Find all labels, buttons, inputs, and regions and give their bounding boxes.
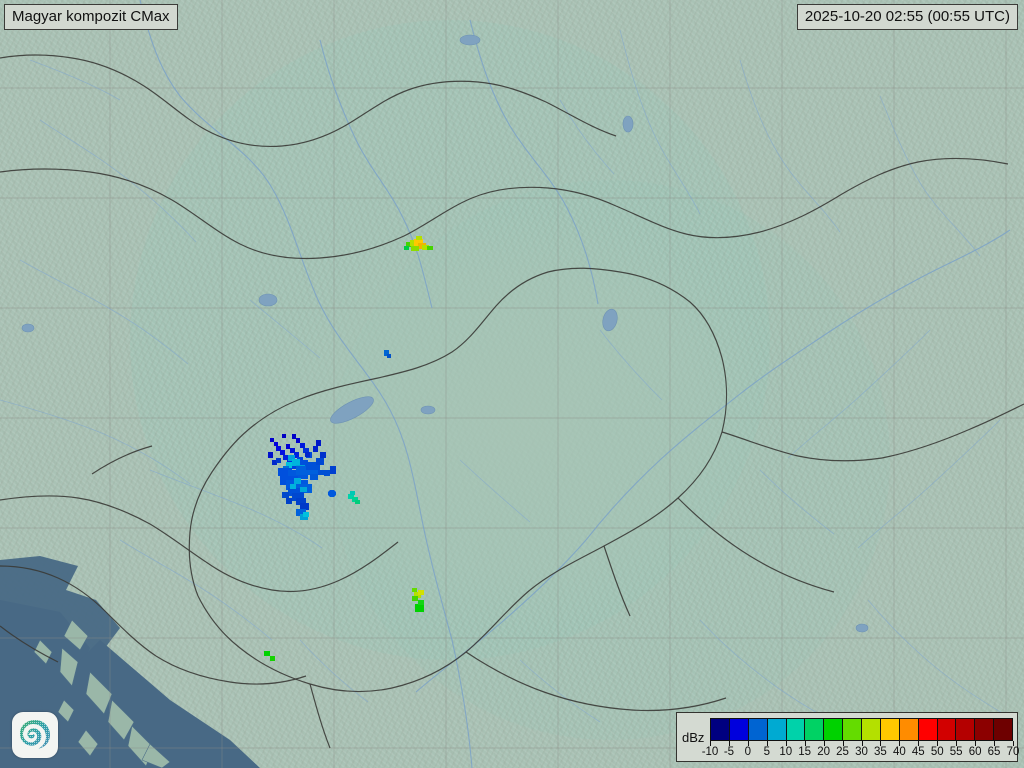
legend-tick-label-8: 30 xyxy=(855,746,868,758)
spiral-logo-icon xyxy=(20,720,50,749)
legend-tick-11 xyxy=(918,741,920,746)
legend-swatch-9 xyxy=(880,719,900,740)
legend-tick-6 xyxy=(823,741,825,746)
legend-tick-13 xyxy=(956,741,958,746)
legend-tick-scale: -10 -5 0 5 10 15 20 25 30 35 40 45 50 55 60 65 70 xyxy=(702,741,1019,761)
dbz-colorbar-legend: dBz -10 -5 0 5 10 15 20 25 30 35 40 45 50 55 60 65 70 xyxy=(676,712,1019,762)
legend-tick-label-3: 5 xyxy=(763,746,771,758)
legend-tick-label-12: 50 xyxy=(930,746,944,758)
legend-tick-1 xyxy=(728,741,730,746)
met-service-logo[interactable] xyxy=(12,712,58,758)
legend-tick-label-13: 55 xyxy=(949,746,963,758)
legend-tick-label-4: 10 xyxy=(779,746,793,758)
legend-tick-8 xyxy=(861,741,863,746)
legend-tick-label-9: 35 xyxy=(874,746,887,758)
legend-swatch-2 xyxy=(748,719,768,740)
legend-swatch-6 xyxy=(824,719,844,740)
legend-tick-label-10: 40 xyxy=(892,746,906,758)
legend-unit-label: dBz xyxy=(682,730,705,745)
legend-tick-label-6: 20 xyxy=(817,746,831,758)
legend-swatch-8 xyxy=(862,719,881,740)
legend-swatch-5 xyxy=(805,719,825,740)
legend-swatch-14 xyxy=(975,719,995,740)
timestamp-text: 2025-10-20 02:55 (00:55 UTC) xyxy=(804,8,1010,25)
legend-tick-3 xyxy=(766,741,768,746)
legend-tick-16 xyxy=(1013,741,1014,746)
legend-tick-15 xyxy=(994,741,996,746)
legend-tick-label-5: 15 xyxy=(798,746,812,758)
legend-swatch-1 xyxy=(729,719,749,740)
legend-tick-label-1: -5 xyxy=(723,746,735,758)
legend-swatch-10 xyxy=(899,719,919,740)
legend-swatch-3 xyxy=(767,719,787,740)
legend-tick-label-0: -10 xyxy=(701,746,719,758)
legend-swatch-11 xyxy=(918,719,938,740)
legend-tick-0 xyxy=(710,741,711,746)
legend-tick-7 xyxy=(842,741,844,746)
legend-tick-label-14: 60 xyxy=(968,746,982,758)
legend-tick-label-11: 45 xyxy=(911,746,925,758)
legend-tick-9 xyxy=(880,741,882,746)
legend-swatch-0 xyxy=(711,719,730,740)
legend-tick-label-15: 65 xyxy=(987,746,1001,758)
legend-swatch-12 xyxy=(937,719,957,740)
legend-swatch-4 xyxy=(786,719,806,740)
legend-tick-14 xyxy=(975,741,977,746)
legend-swatch-7 xyxy=(843,719,862,740)
legend-tick-label-2: 0 xyxy=(744,746,752,758)
legend-tick-12 xyxy=(937,741,939,746)
product-title-box: Magyar kompozit CMax xyxy=(4,4,178,30)
legend-tick-10 xyxy=(899,741,901,746)
legend-tick-label-16: 70 xyxy=(1006,746,1020,758)
timestamp-box: 2025-10-20 02:55 (00:55 UTC) xyxy=(796,4,1018,30)
legend-tick-4 xyxy=(785,741,787,746)
legend-tick-2 xyxy=(747,741,749,746)
legend-swatch-15 xyxy=(994,719,1012,740)
legend-tick-5 xyxy=(804,741,806,746)
legend-swatch-13 xyxy=(956,719,976,740)
legend-color-swatches xyxy=(710,718,1013,741)
legend-tick-label-7: 25 xyxy=(836,746,849,758)
product-title-text: Magyar kompozit CMax xyxy=(12,8,170,25)
